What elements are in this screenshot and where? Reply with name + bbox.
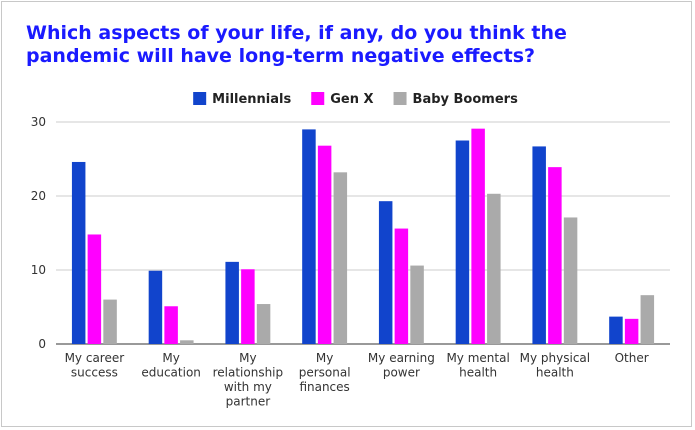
x-tick-label: My mental health <box>446 351 509 380</box>
y-tick-label: 20 <box>31 189 46 203</box>
bar-millennials <box>532 146 546 344</box>
y-axis-ticks: 0 10 20 30 <box>31 115 46 351</box>
x-axis-ticks: My career success My education My relationshi… <box>65 351 649 409</box>
bar-millennials <box>302 129 316 344</box>
bar-baby-boomers <box>256 304 271 344</box>
x-tick-label: My relationship with my partner <box>213 351 284 409</box>
bar-baby-boomers <box>180 340 194 344</box>
bar-baby-boomers <box>333 172 348 344</box>
legend-label: Baby Boomers <box>413 92 519 107</box>
y-tick-label: 30 <box>31 115 46 129</box>
legend-label: Gen X <box>330 92 373 107</box>
bar-gen-x <box>241 269 255 344</box>
x-tick-label: My education <box>141 351 201 380</box>
chart-title: Which aspects of your life, if any, do y… <box>26 22 567 67</box>
bar-gen-x <box>548 167 562 344</box>
bar-millennials <box>609 316 623 344</box>
legend-swatch <box>193 92 207 105</box>
x-tick-label: My physical health <box>520 351 590 380</box>
bar-millennials <box>225 261 239 344</box>
x-tick-label: Other <box>615 351 649 365</box>
x-tick-label: My career success <box>65 351 125 380</box>
bar-gen-x <box>394 228 409 344</box>
x-tick-label: My earning power <box>368 351 435 380</box>
bars <box>71 128 655 344</box>
y-tick-label: 0 <box>38 337 46 351</box>
legend-swatch <box>311 92 325 105</box>
bar-baby-boomers <box>640 295 655 344</box>
bar-gen-x <box>317 145 332 344</box>
bar-baby-boomers <box>563 217 578 344</box>
legend: Millennials Gen X Baby Boomers <box>193 92 518 107</box>
y-tick-label: 10 <box>31 263 46 277</box>
x-tick-label: My personal finances <box>299 351 351 394</box>
bar-baby-boomers <box>103 299 117 344</box>
bar-gen-x <box>624 318 639 344</box>
gridlines <box>56 121 670 345</box>
bar-gen-x <box>164 306 178 344</box>
bar-gen-x <box>87 234 102 344</box>
bar-millennials <box>148 270 163 344</box>
bar-baby-boomers <box>410 265 424 344</box>
bar-baby-boomers <box>487 193 501 344</box>
legend-swatch <box>393 92 407 105</box>
bar-millennials <box>378 201 393 344</box>
bar-gen-x <box>471 128 485 344</box>
legend-label: Millennials <box>212 92 291 107</box>
bar-millennials <box>455 140 470 344</box>
bar-millennials <box>71 161 86 344</box>
